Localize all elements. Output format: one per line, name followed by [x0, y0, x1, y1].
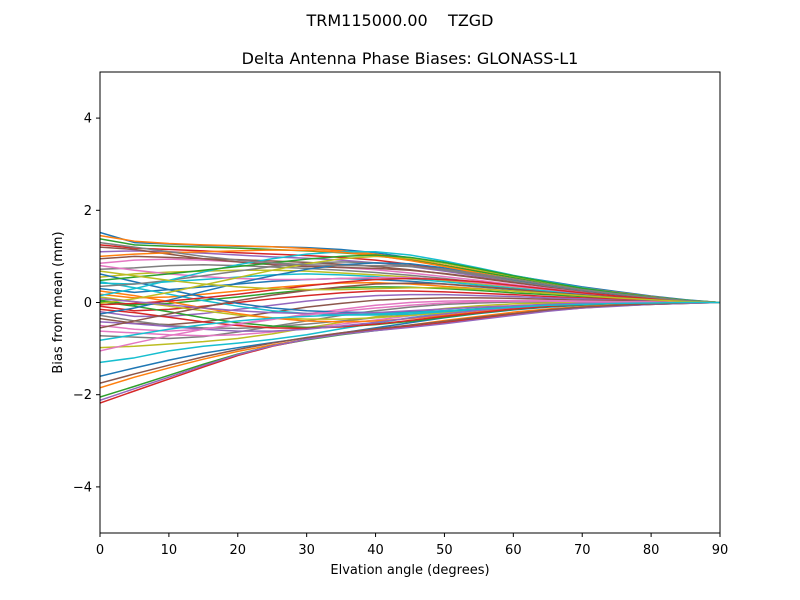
y-tick-label: 0: [84, 296, 92, 311]
x-tick-label: 10: [161, 543, 178, 558]
x-tick-label: 90: [712, 543, 729, 558]
x-tick-label: 0: [96, 543, 104, 558]
x-tick-label: 20: [230, 543, 247, 558]
y-tick-label: −2: [73, 388, 92, 403]
x-tick-label: 60: [505, 543, 522, 558]
ticks-layer: 0 10 20 30 40 50 60 70 80 90 −4 −2 0 2 4: [73, 112, 728, 558]
x-tick-label: 30: [298, 543, 315, 558]
plot-frame: [99, 71, 721, 534]
series-line-25: [100, 301, 720, 401]
y-axis-label: Bias from mean (mm): [51, 231, 66, 373]
x-tick-label: 80: [643, 543, 660, 558]
chart-title: Delta Antenna Phase Biases: GLONASS-L1: [242, 49, 579, 68]
y-tick-label: −4: [73, 480, 92, 495]
series-line-48: [100, 241, 720, 304]
x-tick-label: 50: [436, 543, 453, 558]
series-line-47: [100, 300, 720, 352]
x-tick-label: 70: [574, 543, 591, 558]
x-axis-label: Elvation angle (degrees): [330, 563, 489, 578]
series-line-49: [100, 270, 720, 304]
series-line-50: [100, 301, 720, 342]
series-line-26: [100, 301, 720, 384]
x-tick-label: 40: [367, 543, 384, 558]
figure-suptitle: TRM115000.00 TZGD: [305, 11, 493, 30]
series-line-44: [100, 277, 720, 306]
y-tick-label: 2: [84, 204, 92, 219]
series-line-14: [100, 290, 720, 312]
series-layer: [100, 231, 720, 404]
series-line-43: [100, 254, 720, 304]
y-tick-label: 4: [84, 112, 92, 127]
